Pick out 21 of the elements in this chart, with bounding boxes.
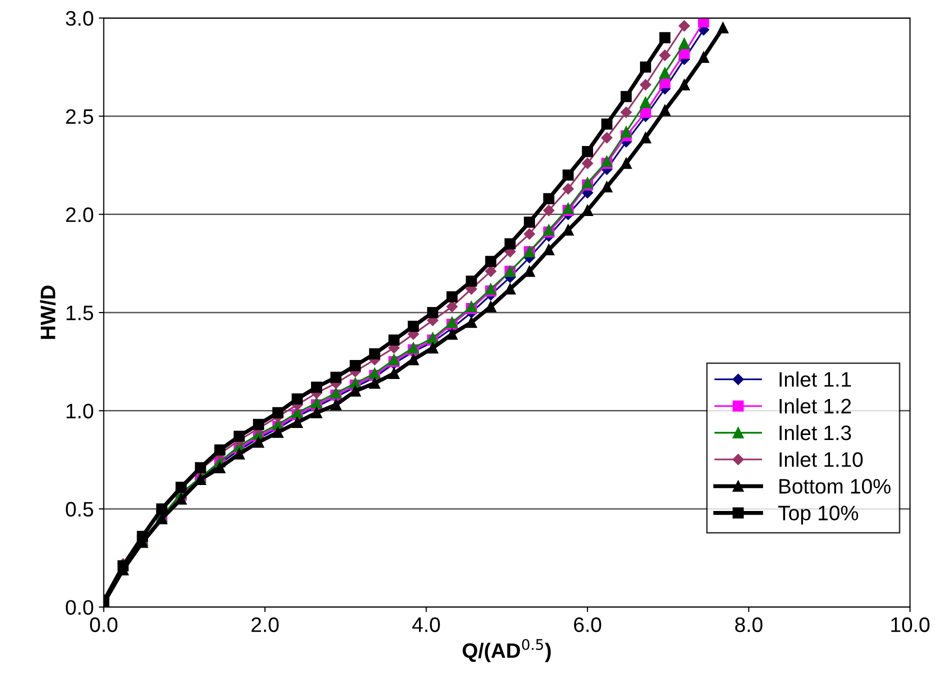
y-tick-label: 1.5 — [66, 306, 94, 320]
y-tick-label: 0.0 — [66, 600, 94, 615]
x-tick-label: 8.0 — [735, 617, 762, 632]
legend-label: Inlet 1.1 — [780, 372, 851, 387]
y-tick-label: 3.0 — [66, 11, 94, 26]
legend-label: Top 10% — [778, 506, 858, 525]
x-tick-label: 4.0 — [412, 617, 440, 632]
legend-label: Inlet 1.2 — [780, 398, 851, 414]
x-tick-label: 10.0 — [891, 617, 930, 632]
x-tick-label: 6.0 — [574, 617, 602, 632]
y-tick-label: 2.5 — [66, 109, 94, 124]
y-axis-title: HW/D — [40, 286, 56, 339]
y-tick-label: 0.5 — [66, 502, 94, 517]
legend-label: Inlet 1.10 — [780, 452, 863, 467]
legend-label: Bottom 10% — [779, 478, 891, 494]
y-tick-label: 1.0 — [66, 404, 94, 418]
x-tick-label: 0.0 — [90, 617, 118, 632]
y-tick-label: 2.0 — [66, 207, 94, 222]
x-tick-label: 2.0 — [252, 617, 279, 632]
legend-label: Inlet 1.3 — [780, 424, 851, 440]
x-axis-title: Q/(AD$^{0.5}$) — [462, 638, 551, 662]
